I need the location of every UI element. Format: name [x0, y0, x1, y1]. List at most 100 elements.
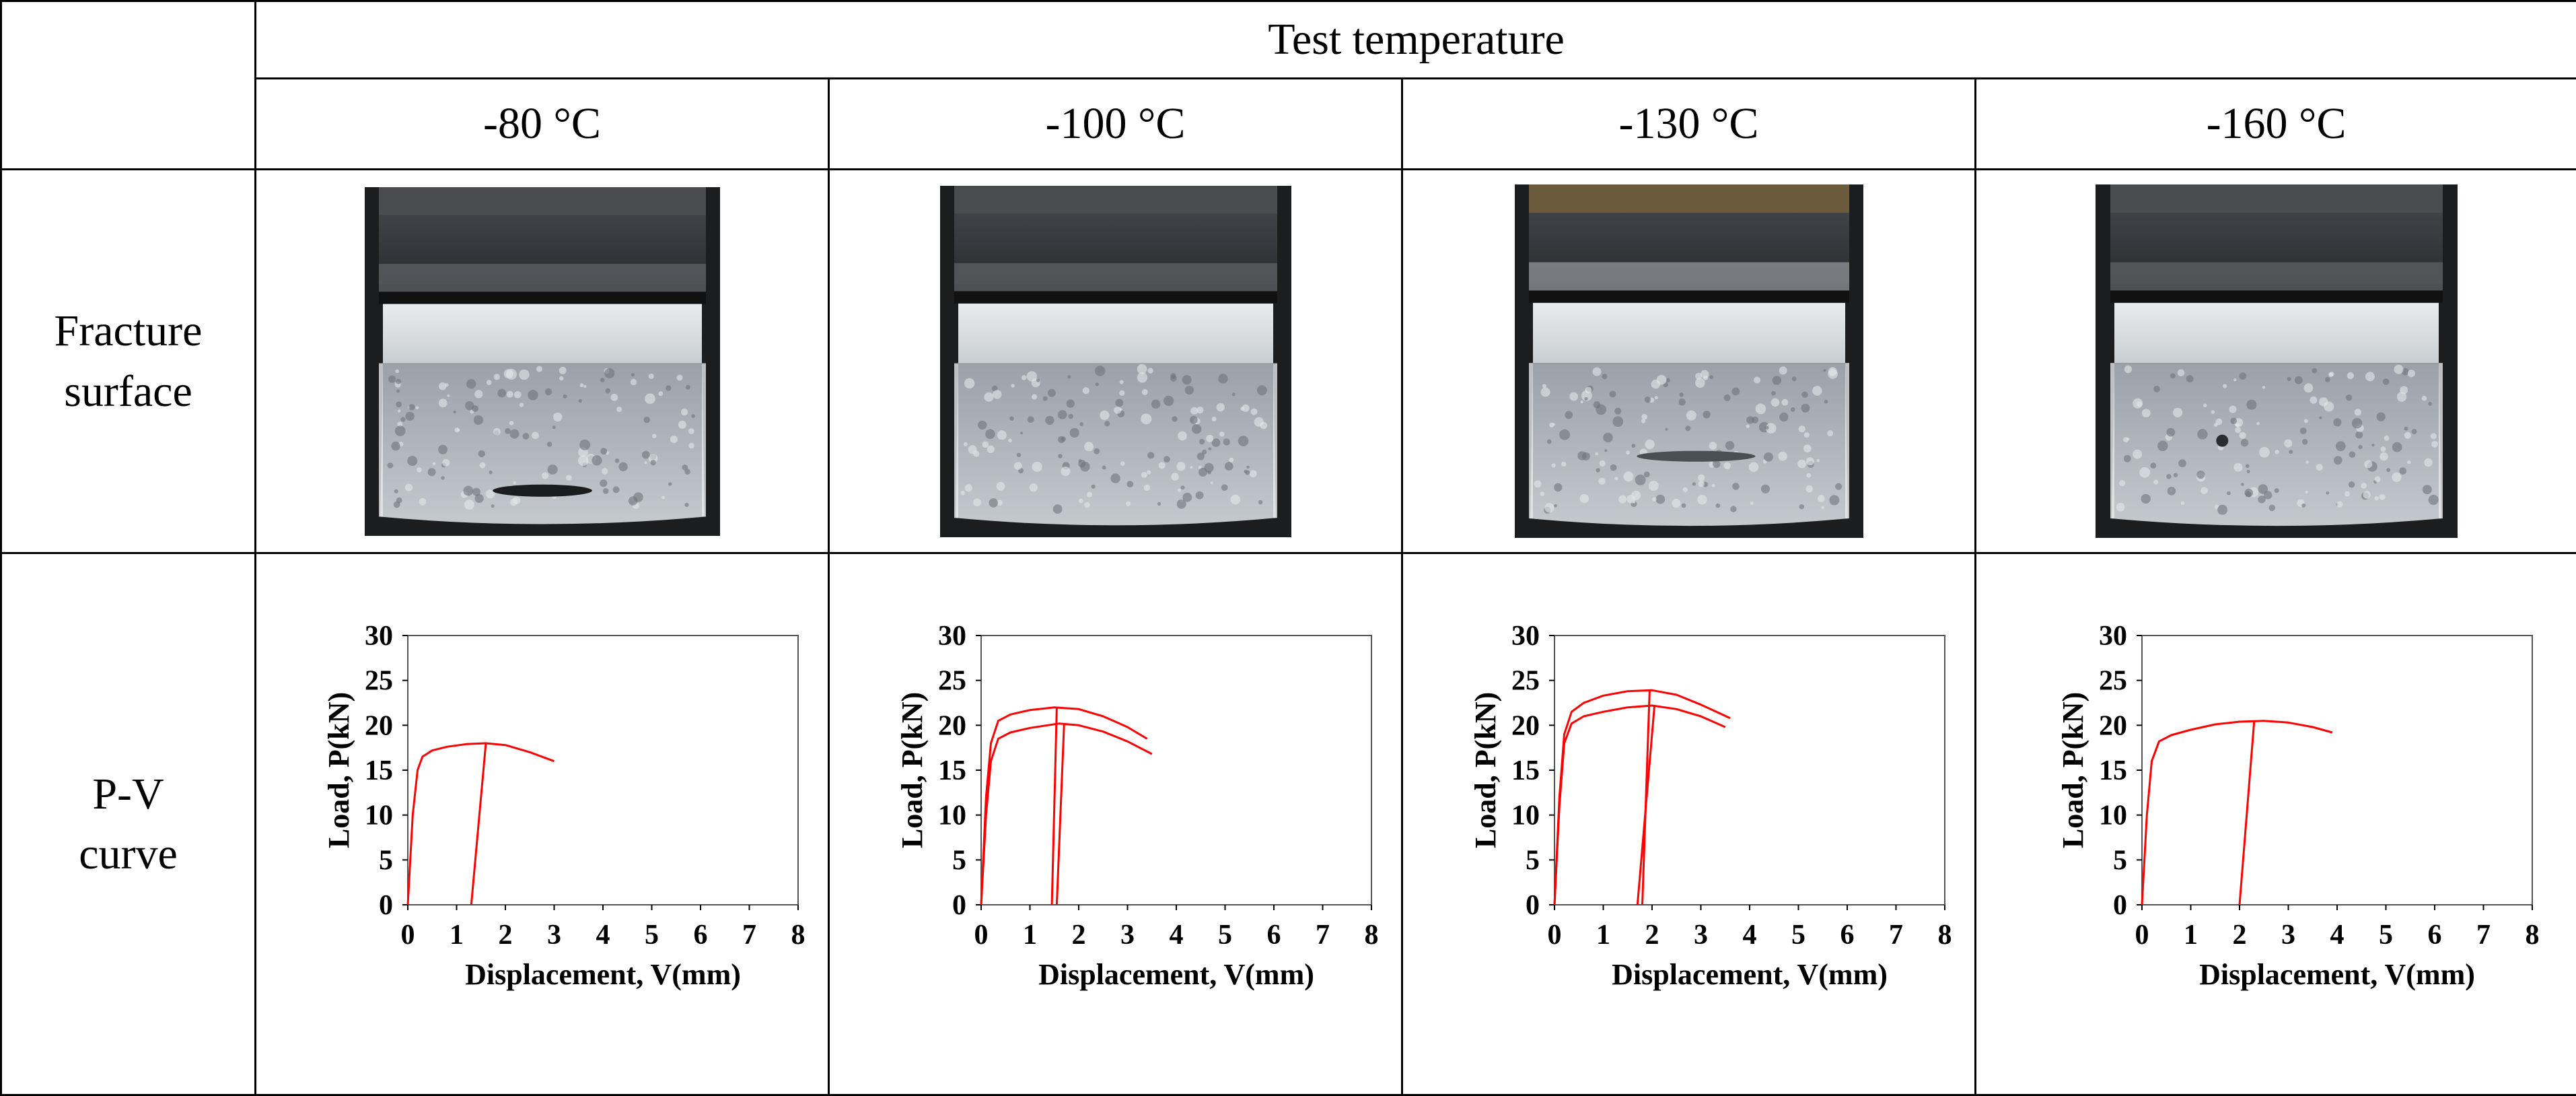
x-tick-label: 6 [1266, 920, 1281, 951]
y-tick-label: 15 [365, 755, 393, 786]
series-line [1057, 724, 1064, 905]
shear-lip-right [1845, 363, 1849, 518]
plot-frame [408, 636, 798, 905]
shear-lip-left [1529, 363, 1533, 518]
shear-lip-left [379, 363, 383, 516]
y-tick-label: 0 [2113, 890, 2127, 921]
x-tick-label: 7 [742, 920, 756, 951]
header-test-temperature: Test temperature [256, 1, 2576, 79]
plot-frame [2142, 636, 2532, 905]
specimen-crack-line [2110, 291, 2443, 303]
series-line [981, 724, 1152, 905]
row-label-line: curve [2, 824, 254, 884]
y-axis-label: Load, P(kN) [896, 692, 929, 848]
x-tick-label: 6 [693, 920, 707, 951]
y-tick-label: 30 [365, 621, 393, 652]
ductile-fracture-zone [380, 363, 705, 524]
photo-cell-3 [1402, 170, 1976, 553]
specimen-top-band [2110, 184, 2443, 213]
x-tick-label: 0 [1547, 920, 1561, 951]
x-tick-label: 2 [1071, 920, 1085, 951]
x-tick-label: 7 [1316, 920, 1330, 951]
x-tick-label: 8 [1364, 920, 1378, 951]
x-tick-label: 8 [791, 920, 805, 951]
photo-cell-2 [829, 170, 1402, 553]
temp-header-4: -160 °C [1976, 79, 2576, 170]
fracture-defect [493, 484, 592, 496]
y-tick-label: 25 [2099, 666, 2127, 697]
y-tick-label: 25 [365, 666, 393, 697]
temp-header-1: -80 °C [256, 79, 829, 170]
x-tick-label: 0 [2135, 920, 2149, 951]
row-label-line: surface [2, 362, 254, 421]
specimen-crack-line [379, 292, 706, 304]
specimen-crack-line [1529, 291, 1849, 303]
x-tick-label: 0 [974, 920, 988, 951]
y-tick-label: 25 [938, 666, 966, 697]
x-tick-label: 2 [2232, 920, 2246, 951]
x-axis-label: Displacement, V(mm) [1038, 958, 1314, 991]
x-tick-label: 8 [2525, 920, 2539, 951]
ductile-fracture-zone [1530, 363, 1848, 526]
y-tick-label: 5 [952, 845, 966, 876]
fatigue-precrack-zone [383, 304, 702, 363]
x-tick-label: 3 [1694, 920, 1708, 951]
fracture-defect [2216, 435, 2228, 447]
specimen-band [2110, 263, 2443, 291]
y-axis-label: Load, P(kN) [2056, 692, 2089, 848]
y-tick-label: 20 [365, 710, 393, 741]
y-tick-label: 0 [1526, 890, 1540, 921]
x-tick-label: 6 [2427, 920, 2441, 951]
row-label-fracture-surface: Fracture surface [1, 170, 256, 553]
x-tick-label: 1 [1596, 920, 1610, 951]
specimen-band [379, 263, 706, 291]
corner-cell [1, 1, 256, 170]
row-label-line: P-V [2, 764, 254, 824]
series-line [2240, 721, 2254, 905]
x-tick-label: 5 [1791, 920, 1805, 951]
specimen-band [954, 263, 1277, 291]
row-label-pv-curve: P-V curve [1, 553, 256, 1095]
plot-frame [981, 636, 1371, 905]
x-tick-label: 7 [1889, 920, 1903, 951]
shear-lip-left [954, 363, 958, 518]
x-tick-label: 3 [1120, 920, 1135, 951]
temp-header-2: -100 °C [829, 79, 1402, 170]
x-axis-label: Displacement, V(mm) [2199, 958, 2475, 991]
y-tick-label: 5 [1526, 845, 1540, 876]
x-tick-label: 4 [1742, 920, 1756, 951]
series-line [1637, 706, 1654, 905]
x-tick-label: 4 [596, 920, 610, 951]
y-tick-label: 20 [1511, 710, 1540, 741]
y-tick-label: 10 [938, 800, 966, 831]
x-tick-label: 4 [1169, 920, 1183, 951]
x-tick-label: 2 [1645, 920, 1659, 951]
x-tick-label: 5 [1218, 920, 1232, 951]
y-tick-label: 30 [1511, 621, 1540, 652]
fatigue-precrack-zone [2114, 303, 2439, 363]
x-tick-label: 5 [645, 920, 659, 951]
series-line [471, 743, 486, 905]
row-label-line: Fracture [2, 301, 254, 361]
fracture-defect [1637, 451, 1755, 462]
y-tick-label: 15 [938, 755, 966, 786]
y-tick-label: 10 [1511, 800, 1540, 831]
series-line [408, 743, 554, 905]
y-tick-label: 5 [379, 845, 393, 876]
x-tick-label: 3 [2281, 920, 2295, 951]
fracture-photo-4 [2096, 184, 2458, 538]
series-line [1052, 708, 1057, 905]
x-tick-label: 2 [498, 920, 512, 951]
x-tick-label: 0 [400, 920, 415, 951]
y-tick-label: 30 [2099, 621, 2127, 652]
x-tick-label: 8 [1937, 920, 1952, 951]
y-tick-label: 5 [2113, 845, 2127, 876]
specimen-band [1529, 263, 1849, 291]
x-axis-label: Displacement, V(mm) [1612, 958, 1888, 991]
